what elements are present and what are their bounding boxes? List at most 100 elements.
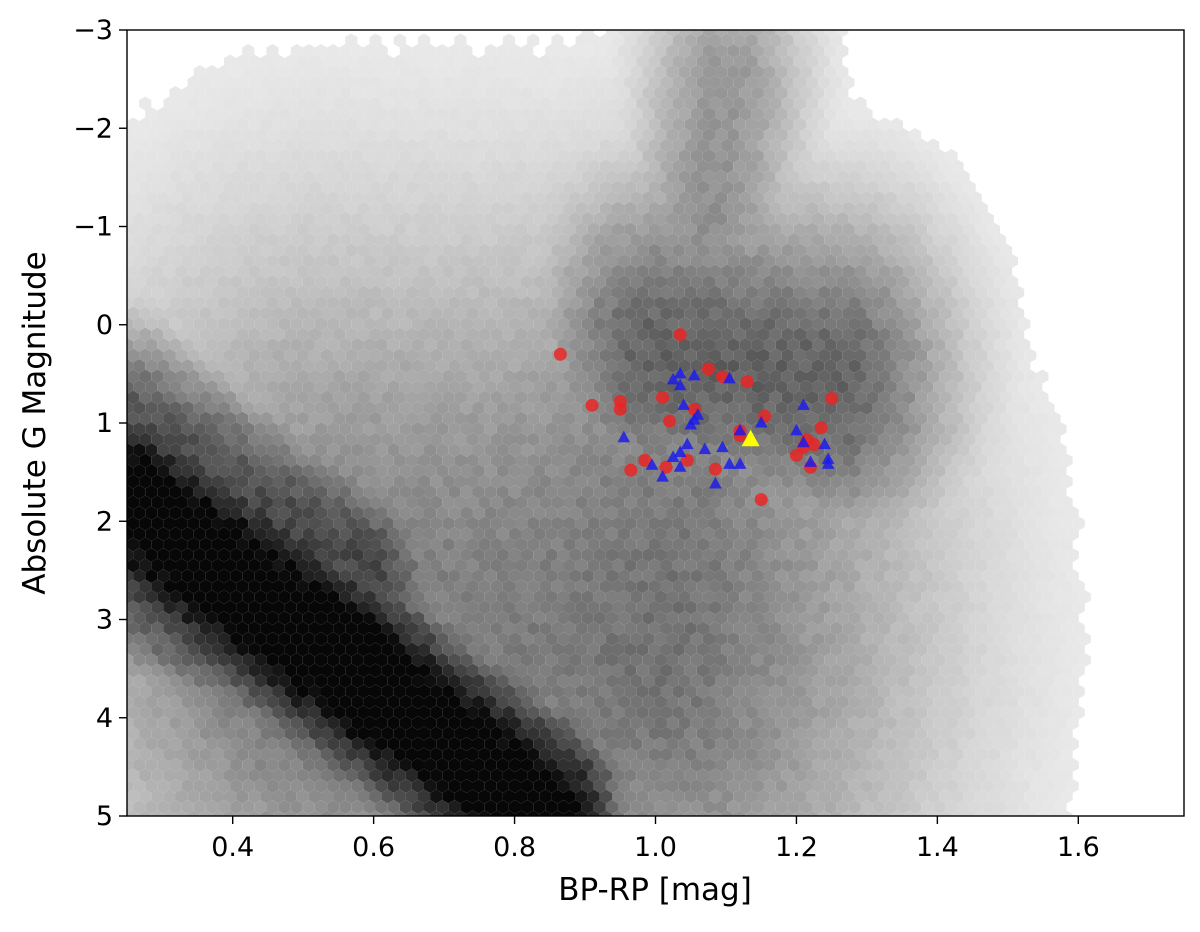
density-hexbin	[163, 453, 176, 468]
density-hexbin	[963, 306, 976, 321]
density-hexbin	[702, 401, 715, 415]
density-hexbin	[618, 149, 631, 163]
density-hexbin	[533, 254, 546, 268]
density-hexbin	[672, 33, 685, 48]
density-hexbin	[193, 338, 206, 352]
density-hexbin	[824, 422, 837, 436]
density-hexbin	[927, 432, 940, 447]
density-hexbin	[284, 222, 297, 237]
density-hexbin	[818, 201, 831, 216]
density-hexbin	[806, 222, 819, 237]
density-hexbin	[878, 453, 891, 468]
density-hexbin	[969, 401, 982, 415]
density-hexbin	[666, 443, 679, 457]
density-hexbin	[636, 285, 649, 300]
density-hexbin	[321, 54, 334, 69]
density-hexbin	[763, 296, 776, 310]
density-hexbin	[575, 117, 588, 132]
density-hexbin	[260, 138, 273, 153]
density-hexbin	[636, 306, 649, 321]
density-hexbin	[739, 254, 752, 268]
density-hexbin	[1030, 422, 1043, 436]
density-hexbin	[739, 86, 752, 100]
density-hexbin	[357, 54, 370, 69]
density-hexbin	[660, 138, 673, 153]
density-hexbin	[872, 191, 885, 205]
density-hexbin	[927, 327, 940, 342]
density-hexbin	[702, 233, 715, 247]
density-hexbin	[266, 422, 279, 436]
density-hexbin	[781, 96, 794, 111]
density-hexbin	[290, 359, 303, 373]
density-hexbin	[411, 464, 424, 478]
density-hexbin	[254, 212, 267, 226]
density-hexbin	[224, 75, 237, 90]
density-hexbin	[466, 432, 479, 447]
density-hexbin	[442, 243, 455, 258]
density-hexbin	[672, 222, 685, 237]
density-hexbin	[921, 233, 934, 247]
density-hexbin	[405, 390, 418, 405]
density-hexbin	[721, 306, 734, 321]
density-hexbin	[854, 369, 867, 384]
density-hexbin	[363, 65, 376, 79]
density-hexbin	[211, 411, 224, 426]
density-hexbin	[442, 222, 455, 237]
density-hexbin	[630, 233, 643, 247]
density-hexbin	[296, 327, 309, 342]
density-hexbin	[139, 285, 152, 300]
density-hexbin	[314, 338, 328, 352]
density-hexbin	[781, 117, 794, 132]
density-hexbin	[660, 54, 673, 69]
density-hexbin	[739, 233, 752, 247]
density-hexbin	[496, 422, 509, 436]
density-hexbin	[884, 380, 897, 394]
density-hexbin	[866, 348, 879, 363]
density-hexbin	[903, 474, 916, 489]
density-hexbin	[418, 75, 431, 90]
density-hexbin	[436, 170, 449, 184]
density-hexbin	[842, 117, 855, 132]
density-hexbin	[569, 107, 582, 121]
density-hexbin	[296, 201, 309, 216]
density-hexbin	[854, 138, 867, 153]
density-hexbin	[387, 422, 400, 436]
density-hexbin	[903, 201, 916, 216]
density-hexbin	[551, 411, 564, 426]
density-hexbin	[460, 149, 473, 163]
density-hexbin	[921, 359, 934, 373]
density-hexbin	[230, 170, 243, 184]
density-hexbin	[345, 54, 358, 69]
density-hexbin	[702, 296, 715, 310]
density-hexbin	[642, 254, 655, 268]
density-hexbin	[739, 170, 752, 184]
density-hexbin	[533, 191, 546, 205]
density-hexbin	[521, 128, 534, 142]
density-hexbin	[248, 369, 261, 384]
density-hexbin	[302, 44, 315, 58]
density-hexbin	[854, 474, 867, 489]
density-hexbin	[508, 338, 521, 352]
density-hexbin	[812, 317, 825, 331]
density-hexbin	[302, 317, 315, 331]
density-hexbin	[163, 306, 176, 321]
density-hexbin	[248, 243, 261, 258]
density-hexbin	[648, 138, 661, 153]
density-hexbin	[587, 264, 600, 279]
density-hexbin	[539, 222, 552, 237]
density-hexbin	[405, 474, 418, 489]
density-hexbin	[466, 75, 479, 90]
density-hexbin	[327, 254, 340, 268]
density-hexbin	[739, 65, 752, 79]
density-hexbin	[145, 170, 158, 184]
density-hexbin	[727, 44, 740, 58]
density-hexbin	[763, 149, 776, 163]
density-hexbin	[539, 75, 552, 90]
density-hexbin	[436, 107, 449, 121]
density-hexbin	[163, 474, 176, 489]
density-hexbin	[248, 453, 261, 468]
density-hexbin	[533, 296, 546, 310]
density-hexbin	[769, 453, 782, 468]
density-hexbin	[945, 464, 958, 478]
density-hexbin	[230, 65, 243, 79]
